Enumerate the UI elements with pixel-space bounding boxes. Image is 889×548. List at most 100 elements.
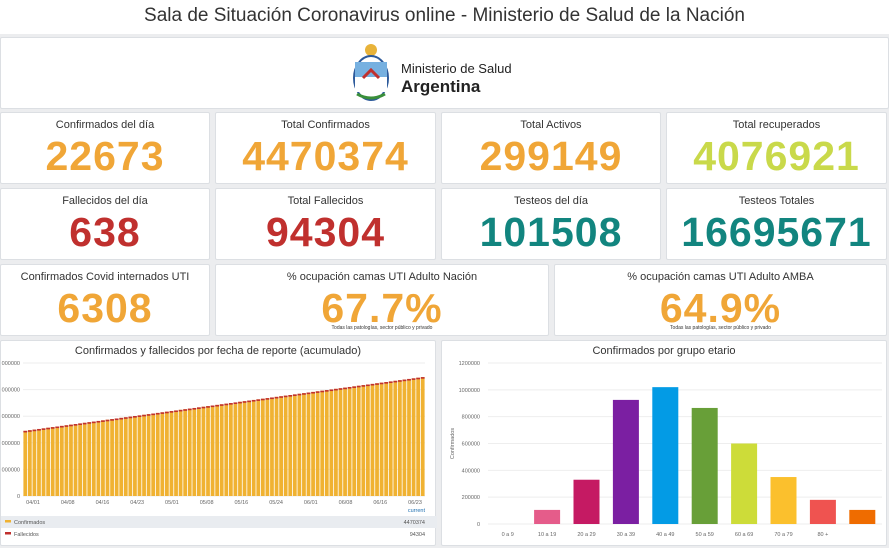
confirmados-bar bbox=[219, 404, 224, 496]
fallecidos-bar bbox=[256, 399, 261, 401]
fallecidos-bar bbox=[233, 402, 238, 405]
confirmados-bar bbox=[388, 381, 393, 496]
y-tick-label: 000000 bbox=[2, 414, 20, 420]
fallecidos-bar bbox=[174, 410, 178, 413]
age-bar bbox=[809, 499, 836, 524]
confirmados-bar bbox=[397, 380, 402, 496]
fallecidos-bar bbox=[224, 403, 229, 406]
fallecidos-bar bbox=[201, 406, 206, 409]
logo-country-text: Argentina bbox=[401, 77, 481, 96]
confirmados-bar bbox=[288, 395, 293, 496]
confirmados-bar bbox=[73, 424, 78, 496]
fallecidos-bar bbox=[407, 378, 411, 381]
fallecidos-bar bbox=[41, 428, 46, 430]
confirmados-bar bbox=[78, 423, 82, 496]
fallecidos-bar bbox=[151, 413, 156, 416]
fallecidos-bar bbox=[69, 424, 73, 427]
confirmados-bar bbox=[105, 419, 110, 496]
fallecidos-bar bbox=[388, 381, 393, 384]
confirmados-bar bbox=[233, 402, 238, 496]
fallecidos-bar bbox=[196, 407, 201, 409]
stat-card-ocupacion-amba: % ocupación camas UTI Adulto AMBA 64.9% … bbox=[554, 264, 887, 336]
confirmados-bar bbox=[283, 395, 288, 496]
x-tick-label: 80 + bbox=[817, 532, 828, 538]
fallecidos-bar bbox=[183, 409, 188, 411]
fallecidos-bar bbox=[87, 422, 92, 424]
confirmados-bar bbox=[119, 417, 124, 496]
cumulative-chart-panel: Confirmados y fallecidos por fecha de re… bbox=[0, 340, 437, 546]
stat-card-total-fallecidos: Total Fallecidos 94304 bbox=[215, 188, 436, 260]
fallecidos-bar bbox=[128, 416, 133, 419]
legend-header: current bbox=[408, 508, 426, 514]
fallecidos-bar bbox=[169, 411, 174, 413]
confirmados-bar bbox=[32, 429, 37, 496]
coat-of-arms-icon bbox=[353, 44, 389, 101]
fallecidos-bar bbox=[137, 415, 142, 417]
y-tick-label: 0 bbox=[477, 522, 480, 528]
fallecidos-bar bbox=[101, 420, 105, 422]
confirmados-bar bbox=[210, 405, 215, 496]
confirmados-bar bbox=[338, 388, 343, 496]
fallecidos-bar bbox=[315, 391, 320, 393]
confirmados-bar bbox=[297, 393, 302, 496]
x-tick-label: 05/08 bbox=[200, 500, 214, 506]
y-tick-label: 1200000 bbox=[459, 361, 480, 367]
confirmados-bar bbox=[411, 378, 416, 496]
fallecidos-bar bbox=[279, 396, 283, 398]
confirmados-bar bbox=[324, 390, 329, 496]
fallecidos-bar bbox=[55, 426, 60, 429]
fallecidos-bar bbox=[251, 399, 256, 402]
fallecidos-bar bbox=[379, 382, 384, 385]
confirmados-bar bbox=[238, 401, 242, 496]
y-tick-label: 200000 bbox=[462, 495, 480, 501]
x-tick-label: 50 a 59 bbox=[696, 532, 714, 538]
fallecidos-bar bbox=[165, 411, 169, 414]
stat-label: Fallecidos del día bbox=[62, 195, 148, 207]
y-tick-label: 0 bbox=[17, 494, 20, 500]
age-bar bbox=[612, 399, 639, 524]
legend-value: 94304 bbox=[410, 532, 425, 538]
fallecidos-bar bbox=[119, 417, 124, 420]
confirmados-bar bbox=[228, 403, 233, 496]
confirmados-bar bbox=[393, 380, 398, 496]
fallecidos-bar bbox=[37, 428, 41, 431]
fallecidos-bar bbox=[338, 388, 343, 390]
confirmados-bar bbox=[420, 377, 425, 496]
fallecidos-bar bbox=[352, 386, 357, 388]
stat-label: Total Confirmados bbox=[281, 119, 370, 131]
fallecidos-bar bbox=[384, 382, 389, 384]
confirmados-bar bbox=[251, 399, 256, 496]
chart-title: Confirmados por grupo etario bbox=[592, 345, 736, 357]
confirmados-bar bbox=[352, 386, 357, 496]
fallecidos-bar bbox=[370, 383, 375, 386]
fallecidos-bar bbox=[114, 418, 119, 421]
y-tick-label: 600000 bbox=[462, 442, 480, 448]
confirmados-bar bbox=[256, 399, 261, 496]
confirmados-bar bbox=[416, 377, 421, 496]
stat-label: Total recuperados bbox=[732, 119, 821, 131]
x-tick-label: 10 a 19 bbox=[538, 532, 556, 538]
fallecidos-bar bbox=[270, 397, 274, 400]
confirmados-bar bbox=[192, 407, 197, 496]
stat-card-ocupacion-nacion: % ocupación camas UTI Adulto Nación 67.7… bbox=[215, 264, 549, 336]
y-tick-label: 400000 bbox=[462, 468, 480, 474]
fallecidos-bar bbox=[160, 412, 165, 414]
stat-label: % ocupación camas UTI Adulto Nación bbox=[286, 271, 478, 283]
fallecidos-bar bbox=[105, 419, 110, 422]
fallecidos-bar bbox=[302, 393, 306, 395]
fallecidos-bar bbox=[329, 389, 334, 392]
fallecidos-bar bbox=[297, 393, 302, 396]
fallecidos-bar bbox=[110, 419, 114, 421]
x-tick-label: 06/16 bbox=[373, 500, 387, 506]
stat-value: 638 bbox=[69, 209, 141, 255]
fallecidos-bar bbox=[288, 395, 293, 397]
stat-value: 64.9% bbox=[659, 285, 782, 331]
age-group-chart-panel: Confirmados por grupo etario 0 200000 4000… bbox=[441, 340, 887, 546]
legend-label: Fallecidos bbox=[14, 532, 39, 538]
confirmados-bar bbox=[160, 412, 165, 496]
confirmados-bar bbox=[206, 406, 210, 496]
confirmados-bar bbox=[334, 388, 338, 496]
confirmados-bar bbox=[384, 382, 389, 496]
age-bar bbox=[652, 387, 679, 524]
confirmados-bar bbox=[347, 386, 352, 496]
